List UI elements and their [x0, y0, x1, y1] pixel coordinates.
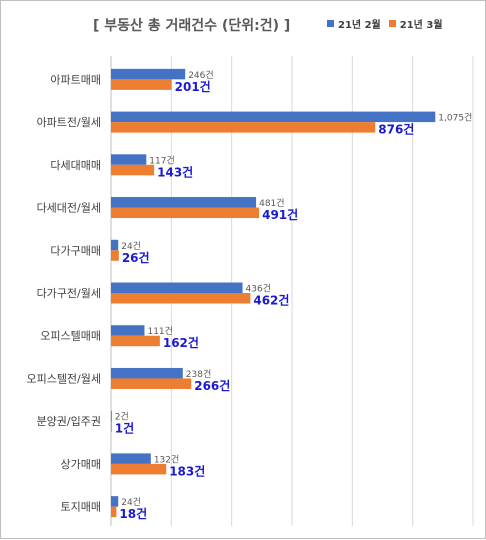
category-label: 분양권/입주권	[37, 415, 101, 428]
bar-feb	[111, 367, 183, 379]
data-label-feb: 24건	[121, 497, 141, 508]
bar-mar	[111, 293, 251, 304]
legend-swatch-mar	[388, 20, 396, 27]
bar-mar	[111, 164, 155, 176]
data-label-feb: 1,075건	[438, 113, 472, 124]
data-label-mar: 143건	[157, 164, 193, 179]
bar-mar	[111, 207, 260, 219]
bar-feb	[111, 496, 119, 507]
category-label: 토지매매	[61, 501, 101, 514]
data-label-mar: 18건	[119, 506, 147, 521]
legend-item-feb: 21년 2월	[327, 16, 381, 31]
category-label: 상가매매	[61, 458, 101, 471]
data-label-feb: 117건	[149, 155, 174, 166]
bar-mar	[111, 250, 119, 261]
bar-mar	[111, 122, 376, 133]
bar-mar	[111, 378, 192, 389]
data-label-feb: 2건	[115, 412, 129, 423]
bar-feb	[111, 154, 147, 165]
bar-mar	[111, 463, 167, 475]
bar-feb	[111, 68, 186, 80]
legend-label-feb: 21년 2월	[338, 20, 381, 31]
bar-mar	[111, 335, 160, 347]
category-label: 다가구전/월세	[37, 287, 101, 300]
chart-title: [ 부동산 총 거래건수 (단위:건) ]	[93, 18, 291, 34]
data-label-mar: 491건	[262, 207, 298, 222]
data-label-feb: 238건	[186, 369, 211, 380]
data-label-feb: 436건	[246, 284, 271, 295]
data-label-feb: 481건	[259, 198, 284, 209]
legend-swatch-feb	[327, 20, 334, 27]
category-label: 오피스텔전/월세	[26, 372, 101, 385]
data-label-mar: 876건	[378, 122, 414, 137]
category-label: 다세대전/월세	[37, 202, 101, 215]
data-label-feb: 24건	[121, 241, 141, 252]
bar-feb	[111, 239, 119, 251]
data-label-mar: 26건	[122, 250, 150, 265]
bar-feb	[111, 453, 151, 464]
legend-item-mar: 21년 3월	[388, 16, 443, 31]
bar-feb	[111, 111, 436, 123]
category-label: 다가구매매	[50, 244, 101, 257]
bar-mar	[111, 421, 112, 432]
data-label-mar: 266건	[194, 378, 230, 393]
data-label-mar: 162건	[163, 335, 199, 350]
bar-mar	[111, 506, 117, 518]
bar-feb	[111, 282, 243, 293]
data-label-feb: 246건	[188, 70, 213, 81]
category-label: 아파트전/월세	[37, 116, 101, 129]
data-label-feb: 111건	[147, 326, 172, 337]
bar-feb	[111, 410, 112, 422]
category-label: 아파트매매	[50, 73, 101, 86]
bar-feb	[111, 197, 257, 208]
data-label-mar: 462건	[253, 293, 289, 308]
chart-legend: 21년 2월 21년 3월	[327, 16, 443, 31]
data-label-mar: 201건	[175, 79, 211, 94]
legend-label-mar: 21년 3월	[399, 20, 443, 31]
bar-feb	[111, 325, 145, 336]
bar-mar	[111, 79, 172, 90]
data-label-mar: 183건	[169, 463, 205, 478]
category-label: 다세대매매	[50, 159, 101, 172]
data-label-mar: 1건	[115, 421, 134, 436]
category-label: 오피스텔매매	[40, 330, 101, 343]
data-label-feb: 132건	[154, 454, 179, 465]
